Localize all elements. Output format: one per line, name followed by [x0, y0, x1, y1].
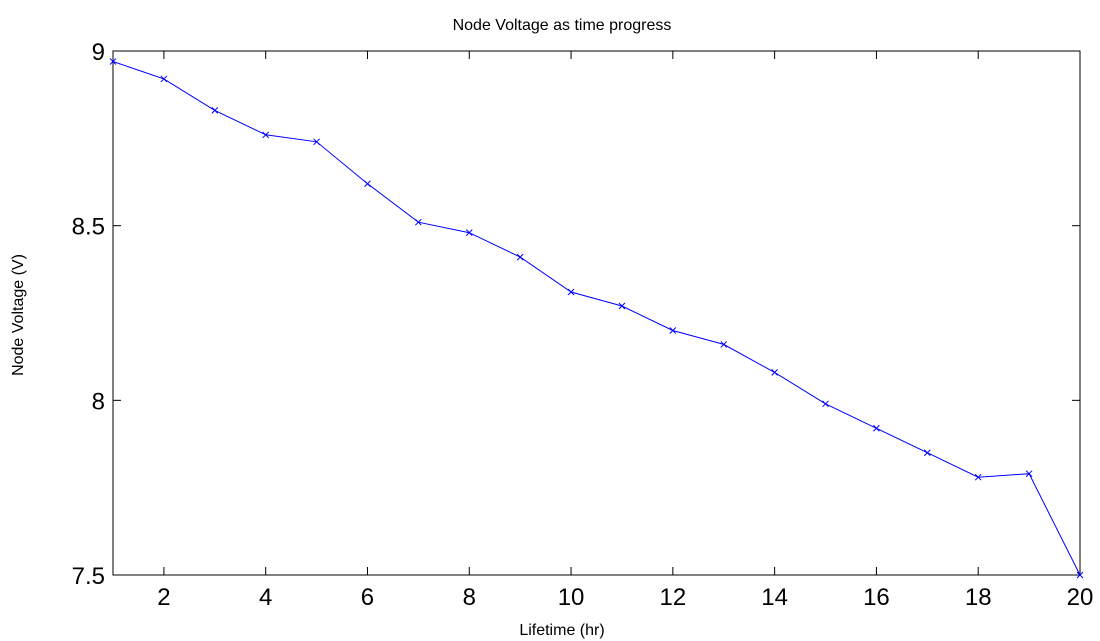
marker-stroke	[669, 327, 677, 334]
axis-ticks	[113, 50, 1081, 576]
data-point-marker	[720, 341, 728, 348]
marker-stroke	[771, 369, 778, 376]
marker-stroke	[109, 58, 117, 65]
marker-stroke	[364, 180, 371, 188]
data-point-marker	[822, 400, 829, 408]
data-point-marker	[873, 424, 880, 432]
marker-stroke	[822, 400, 829, 408]
y-tick-label: 8	[92, 388, 105, 415]
x-tick-label: 12	[659, 584, 686, 611]
plot-area-frame	[112, 50, 1081, 576]
data-point-marker	[465, 229, 473, 237]
marker-stroke	[211, 107, 219, 114]
marker-stroke	[720, 341, 728, 348]
x-tick-label: 10	[558, 584, 585, 611]
marker-stroke	[1025, 470, 1033, 478]
marker-stroke	[313, 138, 320, 146]
data-point-marker	[211, 107, 219, 114]
data-point-marker	[516, 253, 524, 261]
marker-stroke	[567, 288, 575, 296]
axis-tick-labels: 2 4 6 8 10 12 14 16 18 20 7.5 8 8.5 9	[72, 39, 1094, 611]
marker-stroke	[262, 131, 270, 139]
data-point-marker	[262, 131, 270, 139]
marker-stroke	[516, 253, 524, 261]
data-point-marker	[160, 75, 168, 83]
x-tick-label: 4	[259, 584, 272, 611]
y-tick-label: 8.5	[72, 214, 105, 241]
x-tick-label: 2	[157, 584, 170, 611]
data-point-marker	[1076, 571, 1084, 579]
x-tick-label: 20	[1067, 584, 1094, 611]
data-point-marker	[313, 138, 320, 146]
marker-stroke	[1076, 571, 1084, 579]
marker-stroke	[415, 218, 422, 226]
y-axis-label: Node Voltage (V)	[10, 254, 27, 376]
marker-stroke	[923, 449, 931, 457]
data-point-marker	[364, 180, 371, 188]
data-point-marker	[771, 369, 778, 376]
x-tick-label: 8	[463, 584, 476, 611]
data-point-marker	[1025, 470, 1033, 478]
y-tick-label: 7.5	[72, 563, 105, 590]
x-tick-label: 14	[761, 584, 788, 611]
data-point-marker	[669, 327, 677, 334]
x-tick-label: 18	[965, 584, 992, 611]
x-tick-label: 6	[361, 584, 374, 611]
data-point-marker	[618, 302, 626, 310]
marker-stroke	[974, 473, 982, 481]
series-line	[112, 61, 1081, 576]
x-axis-label: Lifetime (hr)	[519, 622, 604, 639]
marker-stroke	[873, 424, 880, 432]
data-point-marker	[974, 473, 982, 481]
marker-stroke	[160, 75, 168, 83]
y-tick-label: 9	[92, 39, 105, 66]
data-point-marker	[567, 288, 575, 296]
data-point-marker	[415, 218, 422, 226]
x-tick-label: 16	[863, 584, 890, 611]
data-point-marker	[923, 449, 931, 457]
chart-title: Node Voltage as time progress	[453, 17, 672, 34]
data-point-marker	[109, 58, 117, 65]
data-point-markers	[109, 58, 1084, 579]
marker-stroke	[465, 229, 473, 237]
marker-stroke	[618, 302, 626, 310]
